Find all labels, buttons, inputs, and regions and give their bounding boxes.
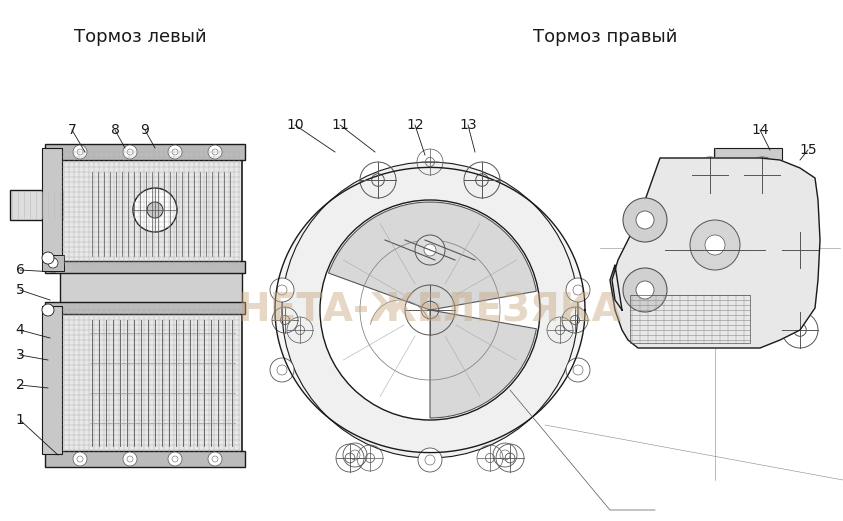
Text: 8: 8 [110,123,120,137]
Text: 13: 13 [459,118,477,132]
Circle shape [123,452,137,466]
Circle shape [500,450,510,460]
Bar [42,255,64,271]
Circle shape [123,145,137,159]
Text: НЕТА-ЖЕЛЕЗЯКА: НЕТА-ЖЕЛЕЗЯКА [238,291,622,329]
Bar [10,190,62,220]
Text: 4: 4 [16,323,24,337]
Circle shape [212,456,218,462]
Circle shape [343,443,367,467]
Circle shape [418,448,442,472]
Circle shape [73,452,87,466]
Bar [718,152,778,172]
Circle shape [127,149,133,155]
Bar [60,148,242,268]
Bar [60,268,242,306]
Circle shape [172,149,178,155]
Text: Тормоз левый: Тормоз левый [73,28,207,46]
Bar [60,306,242,456]
Circle shape [212,149,218,155]
Circle shape [690,220,740,270]
Circle shape [77,149,83,155]
Bar [45,302,245,314]
Circle shape [282,162,578,458]
Circle shape [424,244,436,256]
Text: 14: 14 [751,123,769,137]
Text: 3: 3 [16,348,24,362]
Bar [42,306,62,454]
Circle shape [147,202,163,218]
Text: 11: 11 [331,118,349,132]
Circle shape [77,456,83,462]
Circle shape [493,443,517,467]
Wedge shape [329,202,536,310]
Circle shape [415,235,445,265]
Circle shape [566,358,590,382]
Circle shape [208,145,222,159]
Circle shape [270,278,294,302]
Text: Тормоз правый: Тормоз правый [533,28,677,46]
Text: 12: 12 [406,118,424,132]
Bar [45,451,245,467]
Circle shape [270,358,294,382]
Text: 2: 2 [16,378,24,392]
Circle shape [636,281,654,299]
Polygon shape [610,158,820,348]
Circle shape [277,285,287,295]
Circle shape [168,145,182,159]
Circle shape [573,285,583,295]
Circle shape [705,235,725,255]
Circle shape [425,455,435,465]
Bar [630,295,750,343]
Circle shape [623,268,667,312]
Circle shape [277,365,287,375]
Circle shape [350,450,360,460]
Circle shape [133,188,177,232]
Circle shape [566,278,590,302]
Text: 1: 1 [15,413,24,427]
Text: 6: 6 [15,263,24,277]
Text: 15: 15 [799,143,817,157]
Circle shape [73,145,87,159]
Circle shape [172,456,178,462]
Circle shape [127,456,133,462]
Text: 9: 9 [141,123,149,137]
Text: 10: 10 [286,118,303,132]
Circle shape [208,452,222,466]
Circle shape [636,211,654,229]
Circle shape [168,452,182,466]
Bar [714,148,782,164]
Bar [45,261,245,273]
Wedge shape [430,310,536,418]
Circle shape [42,304,54,316]
Text: 5: 5 [16,283,24,297]
Bar [45,144,245,160]
Polygon shape [275,167,585,453]
Circle shape [48,258,58,268]
Bar [42,148,62,258]
Circle shape [42,252,54,264]
Text: 7: 7 [67,123,77,137]
Circle shape [623,198,667,242]
Circle shape [573,365,583,375]
Circle shape [320,200,540,420]
